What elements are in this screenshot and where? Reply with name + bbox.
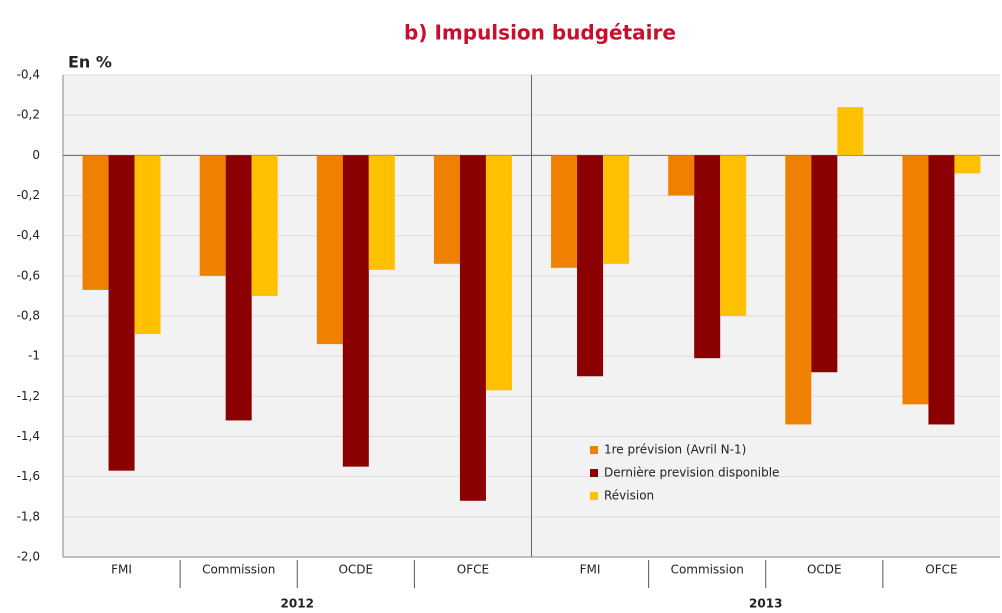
x-tick-label: Commission <box>671 563 744 577</box>
legend-label: 1re prévision (Avril N-1) <box>604 443 746 457</box>
bar <box>928 155 955 425</box>
legend-swatch <box>590 492 598 500</box>
y-tick-label: 0 <box>32 148 40 162</box>
y-tick-label: -1,6 <box>17 469 40 483</box>
bar <box>199 155 226 276</box>
y-tick-label: -0,2 <box>17 188 40 202</box>
bar <box>954 155 981 174</box>
y-tick-label: -0,8 <box>17 309 40 323</box>
bar <box>811 155 838 373</box>
x-tick-label: FMI <box>111 563 132 577</box>
bar <box>251 155 278 296</box>
y-tick-label: -0,6 <box>17 268 40 282</box>
x-tick-label: Commission <box>202 563 275 577</box>
legend-swatch <box>590 469 598 477</box>
chart-title: b) Impulsion budgétaire <box>404 21 676 45</box>
y-tick-label: -1 <box>28 349 40 363</box>
y-axis-label: En % <box>68 53 112 72</box>
legend-label: Dernière prevision disponible <box>604 466 779 480</box>
x-tick-label: OFCE <box>457 563 489 577</box>
bar <box>837 107 864 156</box>
bar <box>316 155 343 345</box>
y-tick-label: -1,4 <box>17 429 40 443</box>
y-tick-label: -1,2 <box>17 389 40 403</box>
y-tick-label: -2,0 <box>17 550 40 564</box>
bar <box>485 155 512 391</box>
bar <box>694 155 721 359</box>
x-tick-label: FMI <box>580 563 601 577</box>
bar <box>82 155 109 290</box>
y-tick-label: -0,2 <box>17 108 40 122</box>
bar <box>459 155 486 501</box>
x-tick-label: OCDE <box>807 563 842 577</box>
bar <box>225 155 252 421</box>
y-tick-label: -0,4 <box>17 68 40 82</box>
legend-label: Révision <box>604 489 654 503</box>
bar <box>134 155 161 335</box>
bar <box>108 155 135 471</box>
bar <box>551 155 578 268</box>
bar <box>668 155 695 196</box>
bar <box>368 155 395 270</box>
y-tick-label: -0,4 <box>17 228 40 242</box>
legend-swatch <box>590 446 598 454</box>
y-tick-label: -1,8 <box>17 509 40 523</box>
bar <box>433 155 460 264</box>
bar <box>902 155 929 405</box>
bar <box>720 155 747 316</box>
bar <box>785 155 812 425</box>
bar <box>577 155 604 377</box>
x-tick-label: OCDE <box>338 563 373 577</box>
group-label: 2012 <box>281 597 314 611</box>
bar <box>342 155 369 467</box>
group-label: 2013 <box>749 597 782 611</box>
bar <box>603 155 630 264</box>
x-tick-label: OFCE <box>925 563 957 577</box>
